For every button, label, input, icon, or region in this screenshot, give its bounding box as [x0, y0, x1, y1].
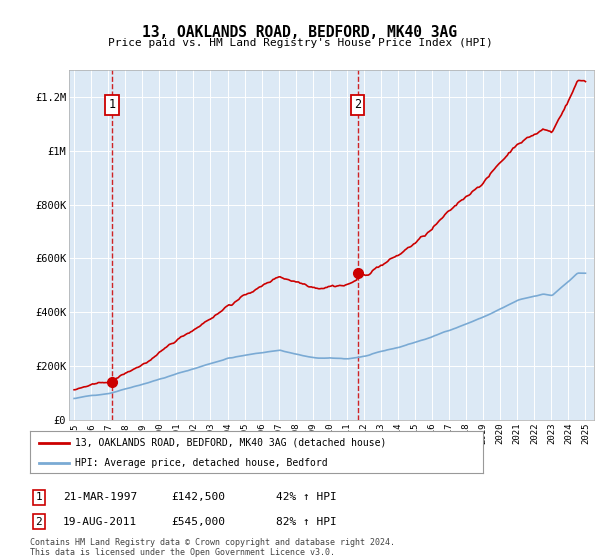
- Text: 1: 1: [109, 99, 116, 111]
- Text: 13, OAKLANDS ROAD, BEDFORD, MK40 3AG (detached house): 13, OAKLANDS ROAD, BEDFORD, MK40 3AG (de…: [76, 438, 386, 448]
- Text: 21-MAR-1997: 21-MAR-1997: [63, 492, 137, 502]
- Text: 2: 2: [35, 517, 43, 527]
- Text: HPI: Average price, detached house, Bedford: HPI: Average price, detached house, Bedf…: [76, 458, 328, 468]
- Text: 42% ↑ HPI: 42% ↑ HPI: [276, 492, 337, 502]
- Text: 19-AUG-2011: 19-AUG-2011: [63, 517, 137, 527]
- Text: £142,500: £142,500: [171, 492, 225, 502]
- Text: Price paid vs. HM Land Registry's House Price Index (HPI): Price paid vs. HM Land Registry's House …: [107, 38, 493, 48]
- Text: Contains HM Land Registry data © Crown copyright and database right 2024.
This d: Contains HM Land Registry data © Crown c…: [30, 538, 395, 557]
- Text: 82% ↑ HPI: 82% ↑ HPI: [276, 517, 337, 527]
- Text: 13, OAKLANDS ROAD, BEDFORD, MK40 3AG: 13, OAKLANDS ROAD, BEDFORD, MK40 3AG: [143, 25, 458, 40]
- Text: £545,000: £545,000: [171, 517, 225, 527]
- Text: 1: 1: [35, 492, 43, 502]
- Text: 2: 2: [354, 99, 361, 111]
